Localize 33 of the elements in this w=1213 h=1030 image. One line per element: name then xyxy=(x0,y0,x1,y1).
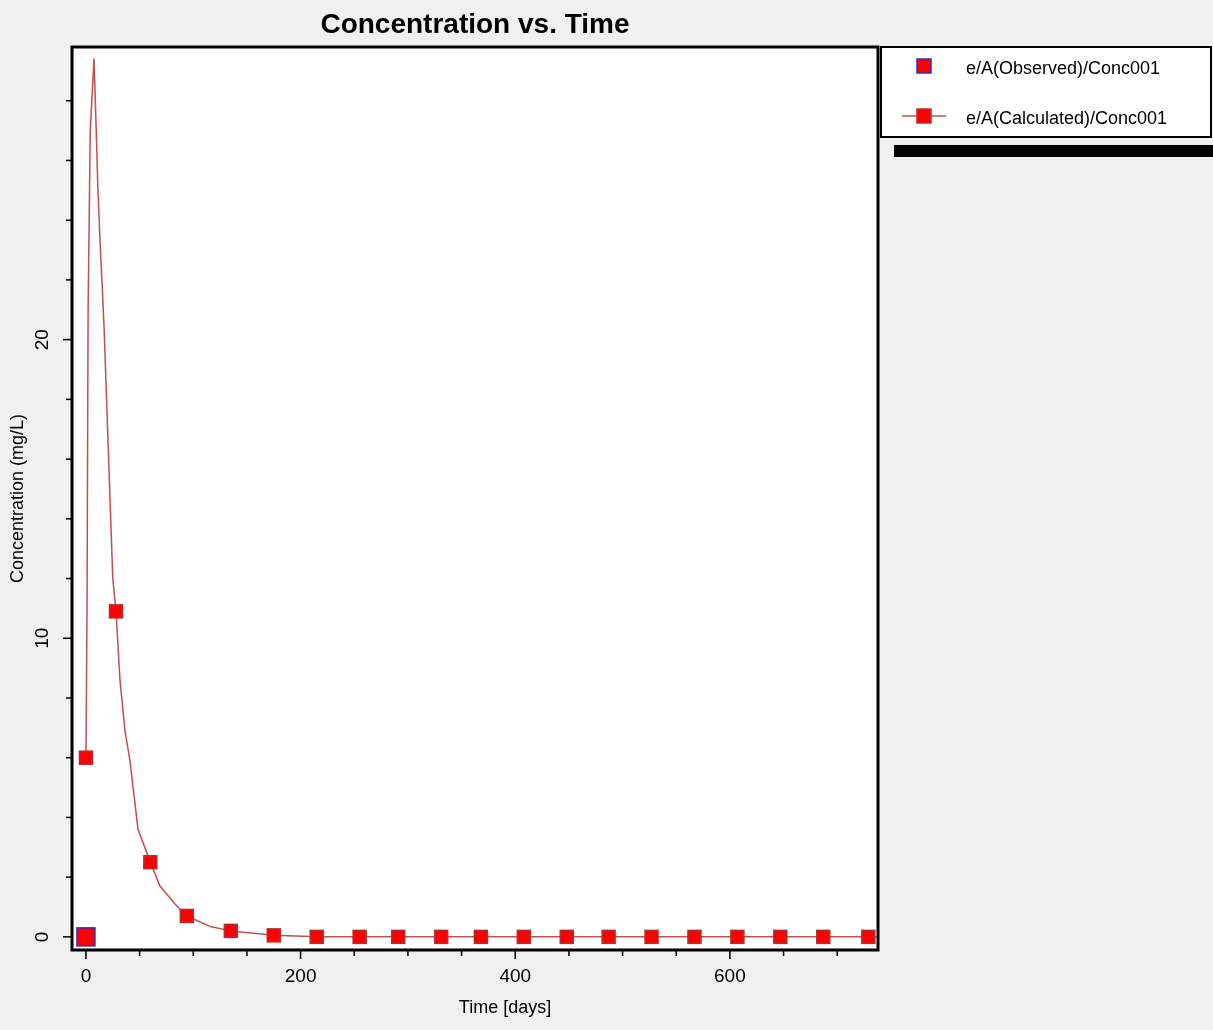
point xyxy=(108,604,124,619)
point xyxy=(861,929,876,945)
point xyxy=(266,928,282,943)
point xyxy=(773,929,788,945)
x-tick-label: 600 xyxy=(714,965,746,986)
point xyxy=(516,929,532,945)
point xyxy=(816,929,831,945)
point xyxy=(391,929,406,945)
legend-label: e/A(Observed)/Conc001 xyxy=(966,58,1161,78)
point xyxy=(687,929,702,945)
x-axis-title: Time [days] xyxy=(458,997,552,1017)
point xyxy=(78,750,94,765)
x-tick-label: 0 xyxy=(80,965,92,986)
point xyxy=(143,854,158,870)
legend-label: e/A(Calculated)/Conc001 xyxy=(966,108,1168,128)
point xyxy=(473,929,489,945)
y-axis-title: Concentration (mg/L) xyxy=(7,413,27,584)
point xyxy=(179,908,195,924)
point xyxy=(352,929,367,945)
x-tick-label: 400 xyxy=(499,965,532,986)
chart-title: Concentration vs. Time xyxy=(320,8,630,39)
point xyxy=(644,929,659,945)
point xyxy=(730,929,745,945)
point xyxy=(309,929,324,945)
point xyxy=(601,929,616,945)
y-tick-label: 0 xyxy=(31,931,52,943)
point xyxy=(76,927,96,947)
y-tick-label: 10 xyxy=(31,627,52,649)
x-tick-label: 200 xyxy=(284,965,317,986)
point xyxy=(559,929,575,945)
point xyxy=(223,923,239,939)
y-tick-label: 20 xyxy=(31,329,52,351)
point xyxy=(433,929,449,945)
